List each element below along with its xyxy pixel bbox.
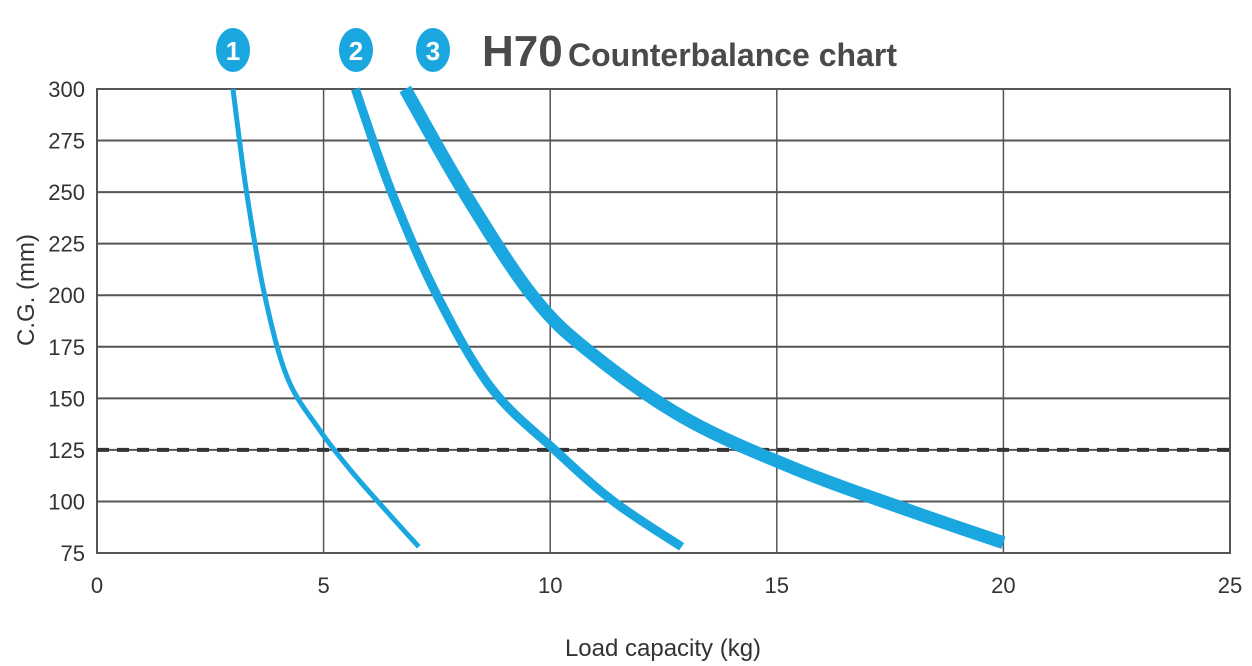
series-badge-label-3: 3 [426,36,440,66]
series-line-2 [351,87,685,551]
series-badge-label-1: 1 [226,36,240,66]
series-badge-2 [339,28,373,72]
y-axis-label: C.G. (mm) [13,234,40,346]
series-badge-label-2: 2 [349,36,363,66]
x-tick-label: 15 [765,573,789,598]
y-tick-label: 125 [48,438,85,463]
series-line-3 [399,85,1006,549]
y-tick-labels: 75 100 125 150 175 200 225 250 275 300 [48,77,85,566]
y-tick-label: 225 [48,232,85,257]
chart-title: H70 [482,27,563,76]
x-tick-labels: 0 5 10 15 20 25 [91,573,1242,598]
y-tick-label: 100 [48,489,85,514]
chart-subtitle: Counterbalance chart [568,37,897,73]
x-tick-label: 10 [538,573,562,598]
y-tick-label: 175 [48,335,85,360]
series-badges: 1 2 3 [216,28,450,72]
x-tick-label: 25 [1218,573,1242,598]
grid [96,88,1231,554]
y-tick-label: 275 [48,129,85,154]
y-tick-label: 200 [48,283,85,308]
series-group [230,85,1006,551]
x-tick-label: 20 [991,573,1015,598]
series-line-1 [230,88,421,549]
series-badge-3 [416,28,450,72]
x-axis-label: Load capacity (kg) [565,635,761,662]
y-tick-label: 75 [61,541,85,566]
x-tick-label: 0 [91,573,103,598]
x-tick-label: 5 [317,573,329,598]
y-tick-label: 300 [48,77,85,102]
plot-frame [96,88,1231,554]
y-tick-label: 150 [48,386,85,411]
series-badge-1 [216,28,250,72]
y-tick-label: 250 [48,180,85,205]
